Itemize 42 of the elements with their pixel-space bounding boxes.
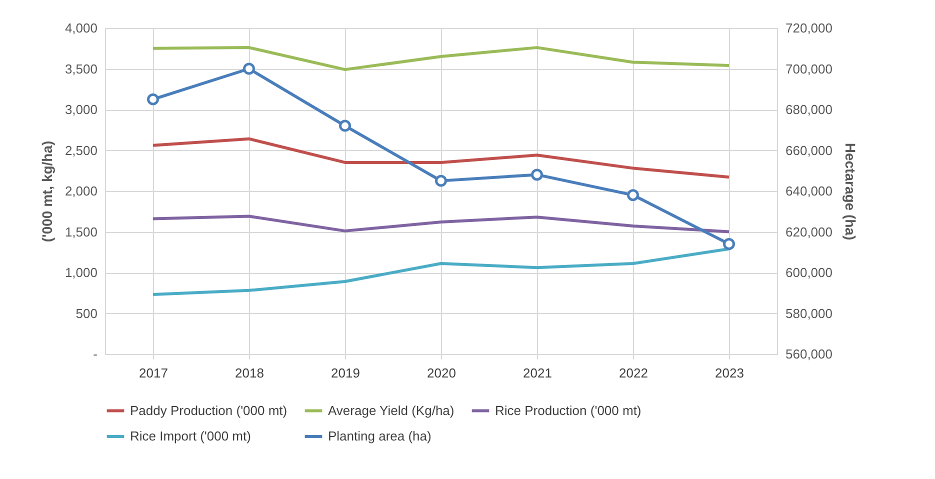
line-series xyxy=(152,137,730,179)
y-axis-title: ('000 mt, kg/ha) xyxy=(38,140,55,242)
y2-tick-label: 620,000 xyxy=(786,224,832,240)
y-tick-label: - xyxy=(93,346,98,362)
x-tick-label: 2019 xyxy=(331,366,360,380)
legend-label: Planting area (ha) xyxy=(328,428,432,444)
y-tick-label: 2,500 xyxy=(64,142,98,158)
legend-label: Rice Import ('000 mt) xyxy=(130,428,251,444)
y2-tick-label: 680,000 xyxy=(786,102,832,117)
y-tick-label: 1,500 xyxy=(64,224,98,240)
y2-tick-label: 560,000 xyxy=(786,346,832,362)
y-tick-label: 500 xyxy=(76,306,98,321)
legend-label: Paddy Production ('000 mt) xyxy=(130,402,288,418)
y2-tick-label: 660,000 xyxy=(786,142,832,158)
legend-label: Average Yield (Kg/ha) xyxy=(328,402,454,418)
y2-axis-title: Hectarage (ha) xyxy=(842,142,858,240)
x-tick-label: 2022 xyxy=(619,366,648,380)
x-tick-label: 2018 xyxy=(235,366,264,380)
point xyxy=(531,168,543,181)
y-tick-label: 1,000 xyxy=(64,265,98,280)
x-tick-label: 2023 xyxy=(715,366,744,380)
y2-tick-label: 600,000 xyxy=(786,265,832,280)
y2-tick-label: 640,000 xyxy=(786,184,832,198)
y-tick-label: 3,500 xyxy=(64,61,98,76)
y2-tick-label: 700,000 xyxy=(786,61,832,76)
y-tick-label: 3,000 xyxy=(64,102,98,117)
x-tick-label: 2020 xyxy=(427,366,456,380)
point xyxy=(147,93,159,106)
legend-label: Rice Production ('000 mt) xyxy=(495,402,642,418)
y2-tick-label: 720,000 xyxy=(786,20,832,36)
x-tick-label: 2017 xyxy=(139,366,168,380)
point xyxy=(435,174,447,187)
point xyxy=(723,238,735,250)
x-tick-label: 2021 xyxy=(523,366,552,380)
line-series xyxy=(152,214,730,234)
point xyxy=(627,189,639,202)
y-tick-label: 4,000 xyxy=(64,20,98,36)
y2-tick-label: 580,000 xyxy=(786,306,832,321)
point xyxy=(339,120,351,132)
y-tick-label: 2,000 xyxy=(64,184,98,198)
line-series xyxy=(152,46,730,72)
point xyxy=(243,62,255,75)
